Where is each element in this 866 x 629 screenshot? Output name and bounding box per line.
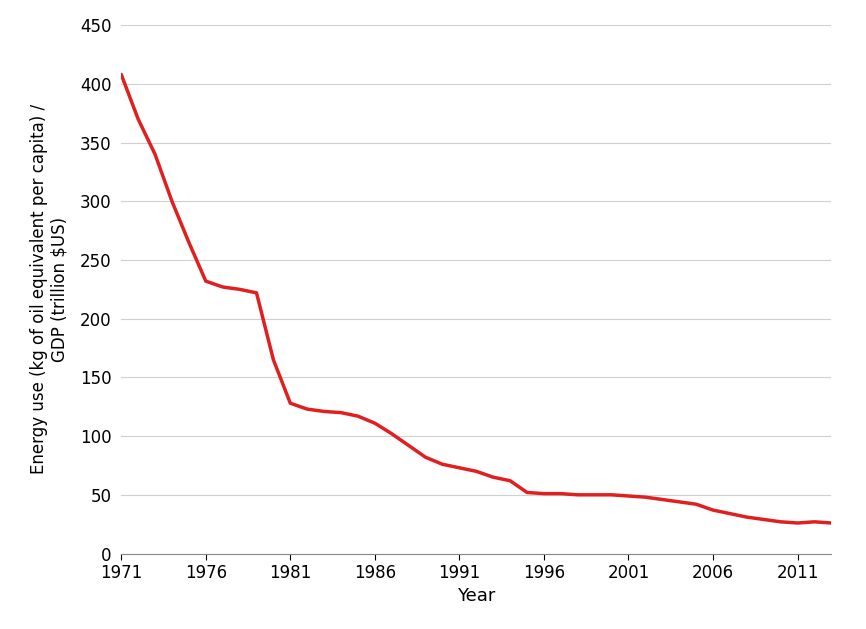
Y-axis label: Energy use (kg of oil equivalent per capita) /
GDP (trillion $US): Energy use (kg of oil equivalent per cap… xyxy=(30,104,68,474)
X-axis label: Year: Year xyxy=(457,587,495,606)
